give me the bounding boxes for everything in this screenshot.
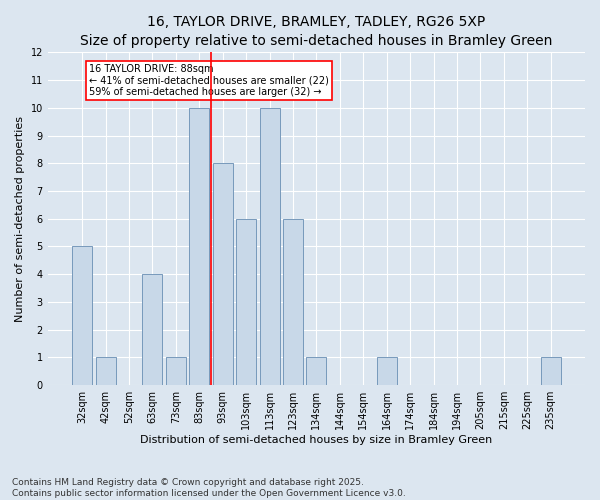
- Bar: [190, 108, 209, 385]
- Bar: [307, 358, 326, 385]
- Bar: [95, 358, 116, 385]
- Bar: [541, 358, 560, 385]
- X-axis label: Distribution of semi-detached houses by size in Bramley Green: Distribution of semi-detached houses by …: [140, 435, 493, 445]
- Bar: [213, 164, 233, 385]
- Bar: [260, 108, 280, 385]
- Text: Contains HM Land Registry data © Crown copyright and database right 2025.
Contai: Contains HM Land Registry data © Crown c…: [12, 478, 406, 498]
- Bar: [166, 358, 186, 385]
- Bar: [142, 274, 163, 385]
- Y-axis label: Number of semi-detached properties: Number of semi-detached properties: [15, 116, 25, 322]
- Bar: [283, 219, 303, 385]
- Bar: [72, 246, 92, 385]
- Bar: [236, 219, 256, 385]
- Text: 16 TAYLOR DRIVE: 88sqm
← 41% of semi-detached houses are smaller (22)
59% of sem: 16 TAYLOR DRIVE: 88sqm ← 41% of semi-det…: [89, 64, 329, 96]
- Bar: [377, 358, 397, 385]
- Title: 16, TAYLOR DRIVE, BRAMLEY, TADLEY, RG26 5XP
Size of property relative to semi-de: 16, TAYLOR DRIVE, BRAMLEY, TADLEY, RG26 …: [80, 15, 553, 48]
